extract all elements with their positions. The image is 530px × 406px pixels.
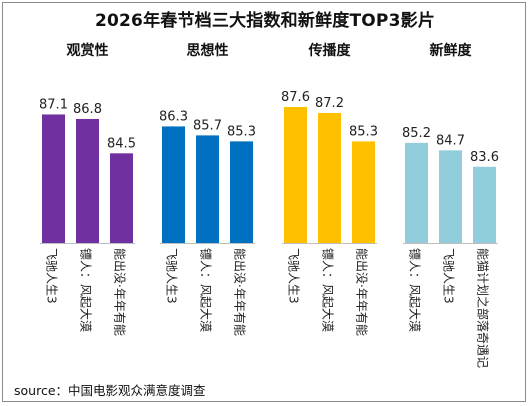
- bar: [473, 166, 496, 243]
- data-label: 84.7: [436, 133, 465, 148]
- data-label: 83.6: [470, 150, 499, 165]
- data-label: 84.5: [107, 136, 136, 151]
- chart-title: 2026年春节档三大指数和新鲜度TOP3影片: [94, 11, 436, 31]
- data-label: 85.3: [227, 124, 256, 139]
- category-label: 镖人：风起大漠: [199, 248, 214, 332]
- category-label: 飞驰人生3: [287, 248, 301, 304]
- category-label: 能出没·年年有能: [355, 248, 370, 336]
- bar: [318, 112, 341, 243]
- bar: [439, 150, 462, 243]
- category-label: 镖人：风起大漠: [408, 248, 423, 332]
- category-label: 镖人：风起大漠: [321, 248, 336, 332]
- group-title: 新鲜度: [430, 42, 473, 59]
- category-label: 飞驰人生3: [165, 248, 179, 304]
- bar: [284, 107, 307, 243]
- category-label: 飞驰人生3: [442, 248, 456, 304]
- bar: [196, 135, 219, 243]
- category-label: 能猫计划之部落奇遇记: [476, 248, 491, 368]
- bar: [76, 118, 99, 243]
- data-label: 87.2: [315, 96, 344, 111]
- data-label: 87.6: [281, 90, 310, 105]
- bar: [162, 126, 185, 243]
- data-label: 86.3: [159, 109, 188, 124]
- bar: [405, 142, 428, 243]
- category-label: 飞驰人生3: [45, 248, 59, 304]
- source-note: source：中国电影观众满意度调查: [14, 383, 206, 398]
- bar: [230, 141, 253, 243]
- bar: [110, 153, 133, 243]
- bar: [42, 114, 65, 243]
- data-label: 87.1: [39, 97, 68, 112]
- group-title: 观赏性: [67, 42, 109, 59]
- bar: [352, 141, 375, 243]
- category-label: 镖人：风起大漠: [79, 248, 94, 332]
- data-label: 85.7: [193, 118, 222, 133]
- group-title: 思想性: [187, 42, 229, 59]
- data-label: 85.2: [402, 126, 431, 141]
- category-label: 能出没·年年有能: [233, 248, 248, 336]
- category-label: 能出没·年年有能: [113, 248, 128, 336]
- group-title: 传播度: [308, 42, 352, 59]
- data-label: 85.3: [349, 124, 378, 139]
- data-label: 86.8: [73, 102, 102, 117]
